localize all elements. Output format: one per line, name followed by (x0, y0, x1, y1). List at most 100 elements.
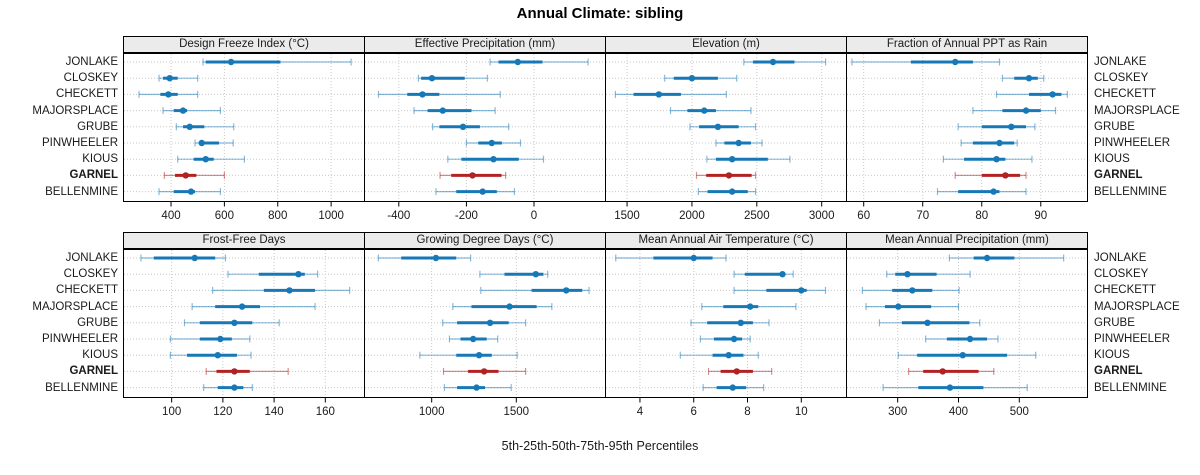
site-label-left-garnel: GARNEL (69, 365, 118, 378)
site-label-left-bellenmine: BELLENMINE (45, 185, 118, 198)
median-dot (1002, 172, 1009, 179)
median-dot (990, 188, 997, 195)
axis-tick-label: 1000 (318, 210, 344, 222)
site-label-left-bellenmine: BELLENMINE (45, 381, 118, 394)
whisker-grube (878, 319, 981, 327)
site-label-right-checkett: CHECKETT (1094, 88, 1156, 101)
whisker-majorsplace (191, 303, 316, 311)
panel-strip-frost-free-days: Frost-Free Days (123, 232, 365, 249)
median-dot (231, 319, 238, 326)
axis-tick-label: 0 (531, 210, 537, 222)
median-dot (186, 123, 193, 130)
whisker-kious (706, 155, 791, 163)
axis-tick-label: 400 (161, 210, 180, 222)
median-dot (490, 156, 497, 163)
whisker-kious (419, 351, 518, 359)
median-dot (729, 384, 736, 391)
panel-plot-frost-free-days (123, 249, 365, 398)
median-dot (701, 107, 708, 114)
whisker-bellenmine (443, 384, 512, 392)
panel-border (846, 249, 1088, 398)
median-dot (231, 368, 238, 375)
panel-plot-growing-degree-days-c (364, 249, 606, 398)
whisker-grube (432, 123, 510, 131)
site-label-right-garnel: GARNEL (1094, 169, 1143, 182)
median-dot (419, 91, 426, 98)
median-dot (563, 287, 570, 294)
whisker-majorsplace (701, 303, 797, 311)
site-label-left-kious: KIOUS (82, 153, 118, 166)
axis-tick-label: 1500 (614, 210, 640, 222)
site-label-right-bellenmine: BELLENMINE (1094, 381, 1167, 394)
x-axis-fraction-of-annual-ppt-as-rain: 60 70 80 90 (857, 202, 1047, 222)
median-dot (993, 156, 1000, 163)
median-dot (728, 188, 736, 195)
whisker-jonlake (851, 58, 1001, 66)
whisker-checkett (995, 90, 1068, 98)
median-dot (514, 58, 521, 66)
median-dot (480, 368, 488, 375)
whisker-garnel (695, 171, 757, 179)
panel-strip-mean-annual-air-temperature-c: Mean Annual Air Temperature (°C) (605, 232, 847, 249)
whisker-pinwheeler (169, 335, 251, 343)
whisker-jonlake (140, 254, 227, 262)
axis-tick-label: 2500 (744, 210, 770, 222)
median-dot (488, 139, 495, 147)
percentiles-caption: 5th-25th-50th-75th-95th Percentiles (501, 439, 699, 453)
site-label-left-pinwheeler: PINWHEELER (41, 137, 118, 149)
median-dot (295, 271, 302, 278)
median-dot (798, 287, 805, 294)
panel-plot-effective-precipitation-mm (364, 53, 606, 202)
median-dot (725, 352, 732, 359)
median-dot (439, 107, 446, 114)
median-dot (231, 384, 238, 391)
site-label-right-jonlake: JONLAKE (1094, 252, 1147, 264)
whisker-majorsplace (972, 107, 1057, 115)
site-label-right-closkey: CLOSKEY (1094, 72, 1149, 85)
whisker-bellenmine (203, 384, 253, 392)
whisker-grube (690, 319, 770, 327)
site-label-left-jonlake: JONLAKE (65, 56, 118, 68)
panel-strip-growing-degree-days-c: Growing Degree Days (°C) (364, 232, 606, 249)
whisker-closkey (158, 74, 199, 82)
median-dot (769, 58, 777, 66)
median-dot (983, 254, 991, 262)
whisker-pinwheeler (465, 139, 522, 147)
panel-plot-mean-annual-precipitation-mm (846, 249, 1088, 398)
site-label-left-checkett: CHECKETT (56, 284, 118, 297)
axis-tick-label: 6 (691, 406, 697, 418)
whisker-majorsplace (452, 303, 553, 311)
median-dot (475, 352, 483, 359)
whisker-majorsplace (162, 107, 221, 115)
whisker-kious (447, 155, 545, 163)
whisker-garnel (439, 171, 507, 179)
whisker-majorsplace (865, 303, 960, 311)
median-dot (735, 139, 742, 147)
site-label-right-pinwheeler: PINWHEELER (1094, 137, 1171, 149)
x-axis-frost-free-days: 100 120 140 160 (162, 398, 335, 418)
axis-tick-label: 400 (949, 406, 968, 418)
median-dot (1008, 123, 1015, 130)
axis-tick-label: 8 (744, 406, 750, 418)
whisker-closkey (479, 270, 549, 278)
whisker-majorsplace (413, 107, 496, 115)
panel-strip-design-freeze-index-c: Design Freeze Index (°C) (123, 36, 365, 53)
whisker-closkey (417, 74, 488, 82)
axis-tick-label: 2000 (679, 210, 705, 222)
site-label-left-grube: GRUBE (77, 316, 118, 329)
median-dot (182, 172, 189, 179)
site-label-right-majorsplace: MAJORSPLACE (1094, 104, 1180, 117)
site-label-right-closkey: CLOSKEY (1094, 268, 1149, 281)
whisker-bellenmine (435, 188, 516, 196)
median-dot (214, 352, 221, 359)
axis-tick-label: 70 (916, 210, 929, 222)
whisker-checkett (614, 90, 727, 98)
median-dot (939, 368, 946, 375)
site-label-right-grube: GRUBE (1094, 120, 1135, 133)
median-dot (469, 172, 476, 179)
panel-plot-mean-annual-air-temperature-c (605, 249, 847, 398)
whisker-kious (942, 155, 1033, 163)
median-dot (187, 188, 195, 195)
whisker-jonlake (948, 254, 1065, 262)
